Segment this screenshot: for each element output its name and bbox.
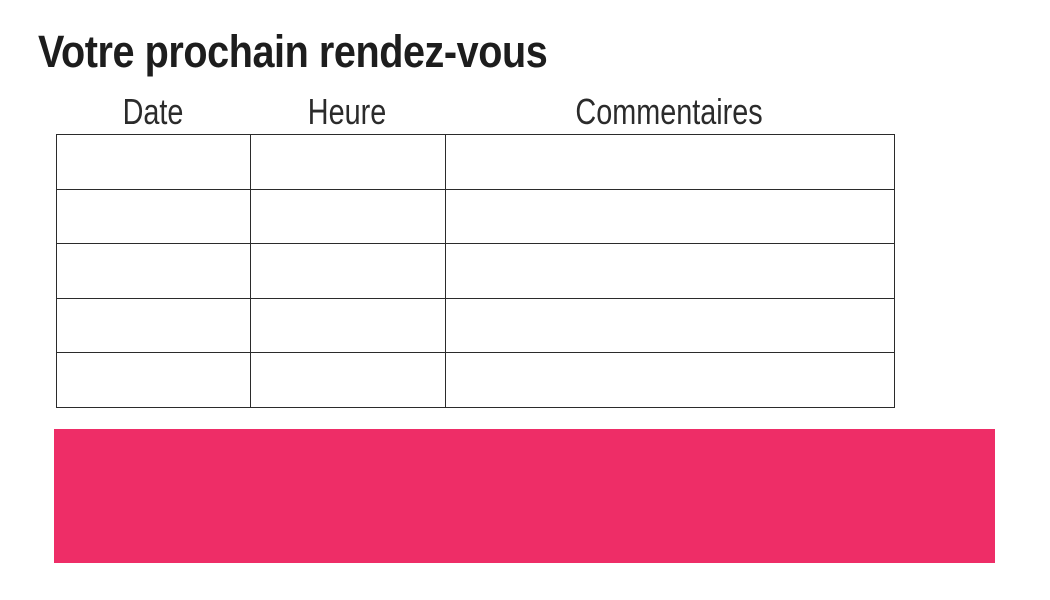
column-header-heure-label: Heure <box>308 91 387 132</box>
table-row <box>56 188 895 245</box>
table-cell <box>445 188 895 245</box>
table-cell <box>445 297 895 354</box>
highlight-banner <box>54 429 995 563</box>
column-header-date-label: Date <box>122 91 184 132</box>
column-header-commentaires-label: Commentaires <box>575 91 764 132</box>
table-header-row: Date Heure Commentaires <box>56 92 894 132</box>
table-cell <box>56 243 251 299</box>
appointments-table <box>56 134 895 408</box>
column-header-commentaires: Commentaires <box>445 92 894 132</box>
table-cell <box>445 134 895 190</box>
table-cell <box>250 134 446 190</box>
table-cell <box>56 188 251 245</box>
table-cell <box>445 352 895 408</box>
table-cell <box>56 352 251 408</box>
table-cell <box>250 297 446 354</box>
table-row <box>56 134 895 190</box>
column-header-date: Date <box>56 92 250 132</box>
table-cell <box>250 188 446 245</box>
table-row <box>56 297 895 354</box>
table-cell <box>445 243 895 299</box>
table-cell <box>56 297 251 354</box>
appointments-table-body <box>56 134 895 408</box>
table-row <box>56 243 895 299</box>
table-cell <box>56 134 251 190</box>
table-cell <box>250 243 446 299</box>
page-title: Votre prochain rendez-vous <box>38 26 548 77</box>
table-row <box>56 352 895 408</box>
column-header-heure: Heure <box>250 92 445 132</box>
table-cell <box>250 352 446 408</box>
